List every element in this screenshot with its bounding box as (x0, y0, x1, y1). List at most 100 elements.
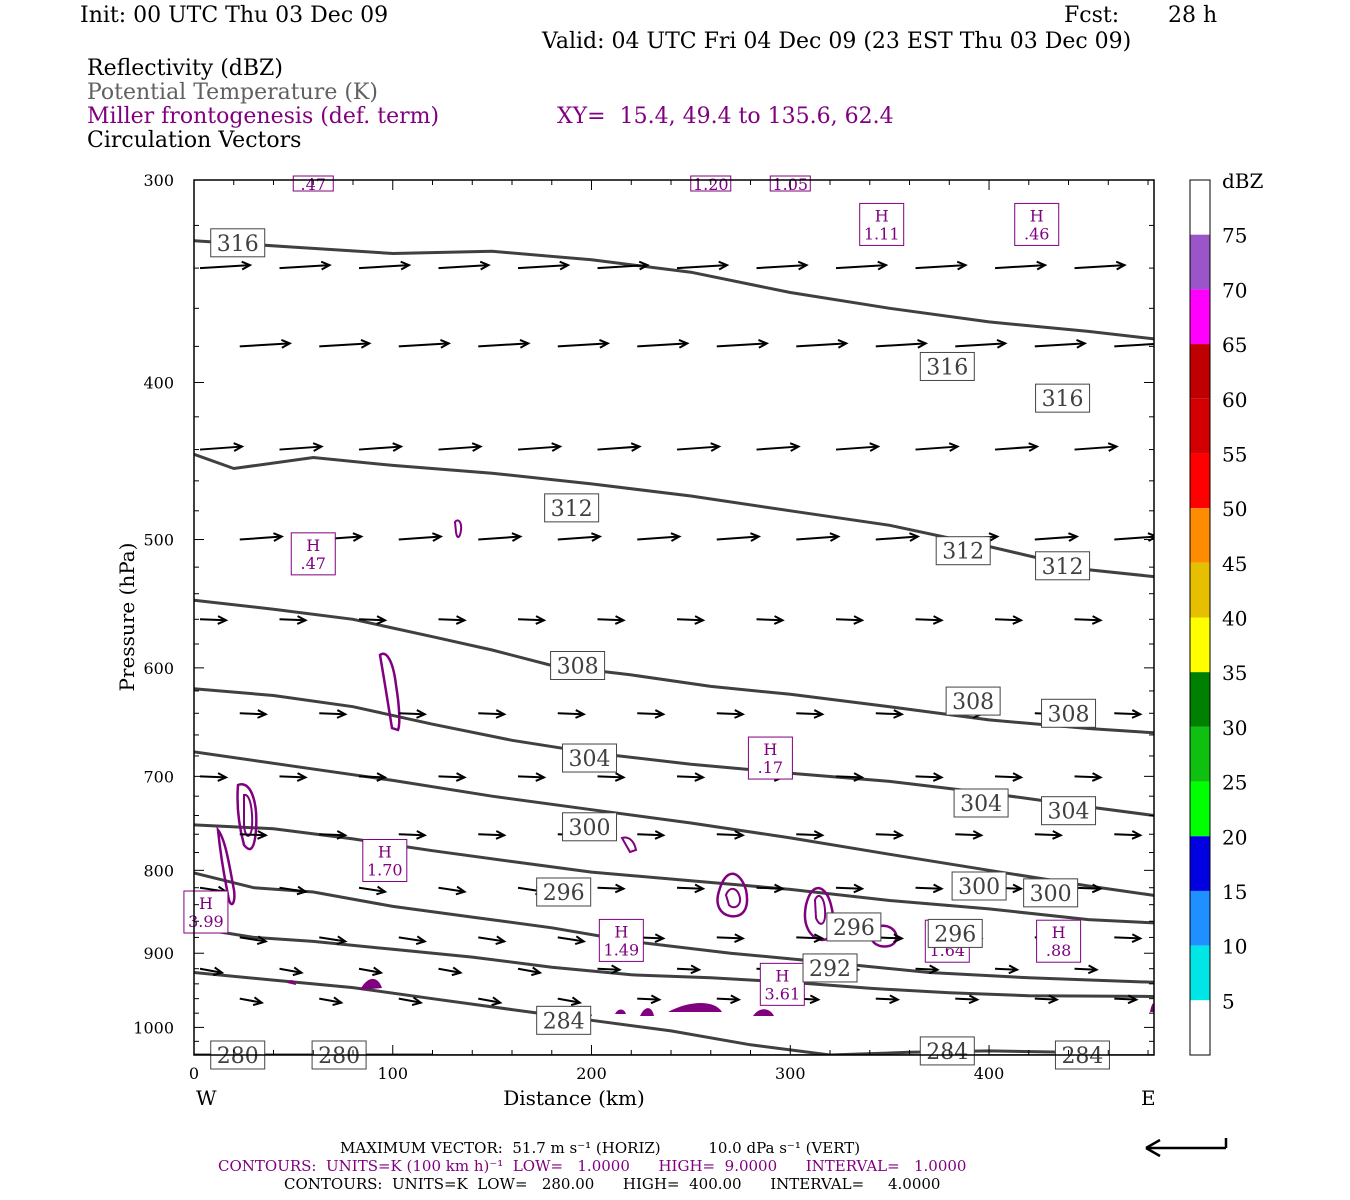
svg-text:316: 316 (926, 355, 968, 380)
circulation-vector (994, 964, 1020, 975)
circulation-vector (716, 339, 770, 349)
forecast-hours: 28 h (1168, 3, 1218, 28)
colorbar-swatch (1190, 398, 1210, 454)
circulation-vector (597, 964, 622, 975)
circulation-vector (597, 883, 626, 894)
circulation-vector (398, 532, 444, 542)
circulation-vector (239, 532, 285, 542)
circulation-vector (478, 339, 531, 349)
frontogenesis-contour (236, 783, 258, 851)
circulation-vector (239, 935, 269, 946)
x-tick-label: 200 (576, 1064, 607, 1083)
circulation-vector (875, 830, 905, 840)
circulation-vector (1074, 883, 1103, 894)
circulation-vector (517, 772, 547, 782)
circulation-vector (716, 830, 746, 840)
colorbar-label: 60 (1222, 388, 1247, 412)
colorbar-label: 20 (1222, 825, 1247, 849)
frontogenesis-blob (753, 1009, 774, 1016)
svg-text:308: 308 (952, 690, 994, 715)
circulation-vector (478, 935, 507, 946)
circulation-vector (199, 966, 225, 977)
svg-text:296: 296 (543, 881, 585, 906)
reflectivity-colorbar: dBZ 75 70 65 60 55 50 45 40 35 30 25 20 15 10 5 (1189, 169, 1264, 1056)
circulation-vector (915, 615, 944, 625)
y-tick-label: 900 (143, 944, 174, 963)
circulation-vector (1114, 709, 1143, 719)
circulation-vector (796, 933, 825, 943)
circulation-vector (835, 615, 865, 625)
circulation-vector (875, 994, 901, 1005)
circulation-vector (199, 442, 245, 452)
circulation-vector (915, 442, 960, 452)
forecast-label: Fcst: (1064, 3, 1120, 28)
circulation-vector (994, 615, 1024, 625)
circulation-vector (517, 442, 563, 452)
svg-text:304: 304 (960, 792, 1002, 817)
svg-text:H: H (1030, 206, 1044, 225)
frontogenesis-blob (360, 978, 382, 990)
colorbar-label: 15 (1222, 880, 1247, 904)
frontogenesis-blob (615, 1009, 626, 1014)
circulation-vector (517, 260, 571, 271)
circulation-vector (398, 996, 424, 1007)
circulation-vector (1114, 933, 1143, 943)
circulation-vector (875, 532, 921, 542)
colorbar-swatch (1190, 344, 1210, 399)
frontogenesis-max-markers: H3.99H.47H1.70H1.49H.17H3.61H1.11H1.64H.… (183, 175, 1082, 1006)
svg-text:H: H (378, 842, 392, 861)
circulation-vector (478, 532, 523, 542)
plot-frame (193, 179, 1155, 1056)
theta-contour-label: 316 (210, 228, 266, 258)
circulation-vector (557, 935, 587, 946)
svg-text:312: 312 (1042, 555, 1084, 580)
theta-contour-label: 312 (1035, 551, 1091, 581)
frontogenesis-contour (453, 519, 463, 538)
circulation-vector (716, 532, 762, 542)
svg-text:.88: .88 (1046, 941, 1071, 960)
frontogenesis-contour (870, 924, 898, 948)
valid-time: Valid: 04 UTC Fri 04 Dec 09 (23 EST Thu … (542, 29, 1132, 54)
svg-text:292: 292 (809, 957, 851, 982)
circulation-vector (438, 442, 483, 452)
colorbar-label: 5 (1222, 989, 1235, 1013)
circulation-vector (478, 830, 507, 840)
circulation-vector (279, 966, 304, 977)
circulation-vector (438, 966, 463, 977)
svg-text:308: 308 (557, 655, 599, 680)
svg-text:296: 296 (833, 916, 875, 941)
circulation-vector (716, 994, 742, 1005)
circulation-vector (279, 885, 308, 896)
svg-text:H: H (763, 740, 777, 759)
colorbar-swatch (1190, 562, 1210, 618)
legend-xy-coordinates: XY= 15.4, 49.4 to 135.6, 62.4 (557, 104, 894, 129)
circulation-vector (637, 532, 682, 542)
circulation-vector (279, 772, 308, 782)
theta-contour-label: 304 (1041, 796, 1097, 826)
svg-text:308: 308 (1048, 702, 1090, 727)
circulation-vector (597, 260, 650, 271)
colorbar-label: 10 (1222, 935, 1247, 959)
legend-circulation-vectors: Circulation Vectors (87, 128, 302, 153)
circulation-vector (319, 935, 348, 946)
circulation-vector (756, 260, 809, 271)
svg-text:312: 312 (551, 497, 593, 522)
svg-text:304: 304 (1048, 800, 1090, 825)
theta-contour-300 (194, 750, 1154, 897)
svg-text:300: 300 (1030, 882, 1072, 907)
y-tick-label: 300 (143, 171, 174, 190)
circulation-vector (676, 442, 722, 452)
legend-reflectivity: Reflectivity (dBZ) (87, 56, 283, 81)
colorbar-swatch (1190, 836, 1210, 891)
colorbar-label: 50 (1222, 497, 1247, 521)
circulation-vector (438, 260, 491, 271)
theta-contour-label: 308 (1041, 698, 1097, 728)
theta-contour-layer (194, 239, 1154, 1055)
svg-text:H: H (1052, 923, 1066, 942)
west-end-label: W (196, 1086, 217, 1110)
svg-text:H: H (775, 966, 789, 985)
circulation-vector (835, 442, 881, 452)
circulation-vector (676, 615, 706, 625)
circulation-vector (478, 996, 503, 1007)
